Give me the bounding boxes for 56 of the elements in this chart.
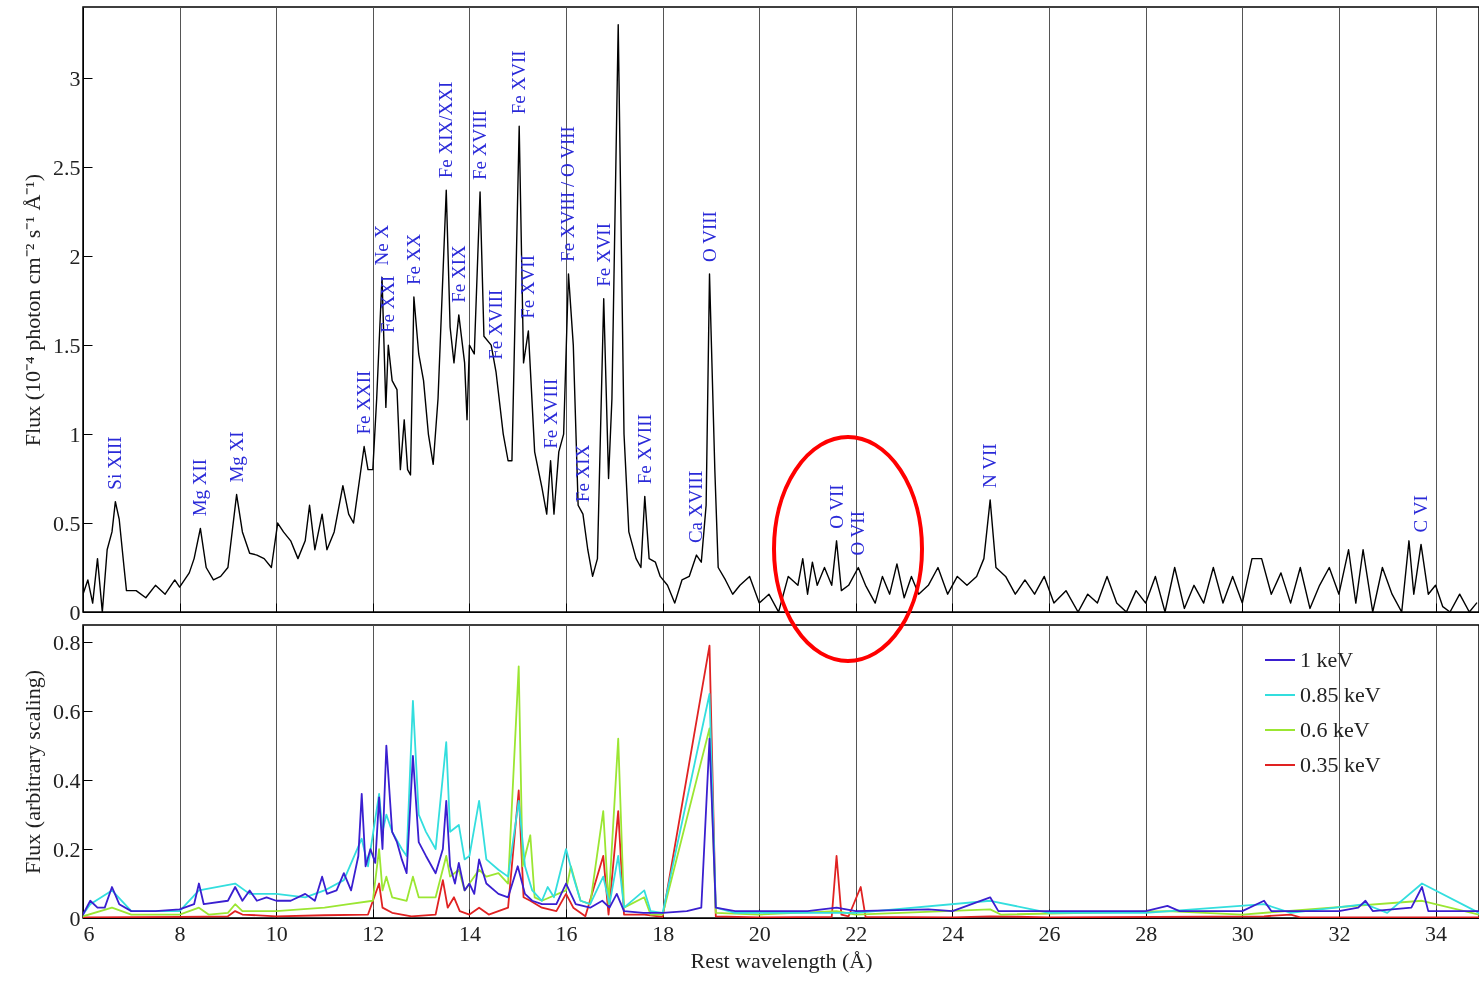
x-tick-label: 24: [941, 920, 964, 946]
annotation: Fe XX: [402, 233, 424, 286]
y-tick-label: 1: [69, 421, 81, 447]
annotation: Fe XIX: [571, 444, 593, 503]
x-tick-label: 10: [265, 920, 288, 946]
y-tick-label: 0.8: [53, 629, 81, 655]
y-tick-label: 0.5: [53, 510, 81, 536]
annotation: Fe XVII: [517, 254, 539, 319]
y-tick-label: 2: [69, 243, 81, 269]
annotation: Fe XVIII: [469, 109, 491, 181]
y-tick-label: 2.5: [53, 154, 81, 180]
annotation: Fe XIX/XXI: [435, 81, 457, 179]
annotation: O VII: [847, 511, 869, 556]
x-tick-label: 12: [362, 920, 385, 946]
annotation: Ne X: [371, 224, 392, 266]
y-axis-title: Flux (arbitrary scaling): [20, 669, 45, 875]
annotation: Si XIII: [104, 436, 126, 490]
x-axis-title: Rest wavelength (Å): [690, 947, 873, 973]
annotation: Fe XVII: [508, 50, 530, 115]
y-tick-label: 3: [69, 65, 81, 91]
annotation: Fe XXII: [353, 370, 375, 435]
annotation: Fe XVIII / O VIII: [557, 126, 579, 262]
x-tick-label: 34: [1425, 920, 1448, 946]
x-tick-label: 28: [1135, 920, 1158, 946]
annotation: C VI: [1410, 495, 1432, 533]
annotation: Fe XVIII: [633, 414, 655, 485]
annotation: Mg XII: [189, 458, 211, 517]
legend-label: 0.35 keV: [1300, 752, 1381, 777]
y-tick-label: 0.2: [53, 836, 81, 862]
x-tick-label: 30: [1231, 920, 1254, 946]
annotation: N VII: [979, 443, 1001, 488]
x-tick-label: 32: [1328, 920, 1351, 946]
annotation: Fe XVII: [592, 222, 614, 287]
y-tick-label: 0.6: [53, 698, 81, 724]
y-tick-label: 1.5: [53, 332, 81, 358]
annotation: Ca XVIII: [685, 470, 707, 544]
annotation: Fe XVIII: [539, 378, 561, 449]
annotation: O VIII: [698, 211, 720, 262]
x-tick-label: 14: [458, 920, 481, 946]
y-tick-label: 0: [69, 905, 81, 931]
annotation: Fe XXI: [377, 275, 399, 334]
y-tick-label: 0: [69, 599, 81, 625]
x-tick-label: 8: [174, 920, 186, 946]
x-tick-label: 6: [83, 920, 95, 946]
x-tick-label: 26: [1038, 920, 1061, 946]
x-tick-label: 20: [748, 920, 771, 946]
annotation: O VII: [825, 484, 847, 529]
annotation: Fe XVIII: [485, 289, 506, 360]
annotation: Mg XI: [225, 431, 247, 483]
x-tick-label: 18: [652, 920, 675, 946]
legend-label: 0.85 keV: [1300, 682, 1381, 707]
y-tick-label: 0.4: [53, 767, 81, 793]
x-tick-label: 22: [845, 920, 868, 946]
annotation: Fe XIX: [447, 245, 469, 303]
x-tick-label: 16: [555, 920, 578, 946]
y-axis-title: Flux (10⁻⁴ photon cm⁻² s⁻¹ Å⁻¹): [20, 173, 45, 447]
